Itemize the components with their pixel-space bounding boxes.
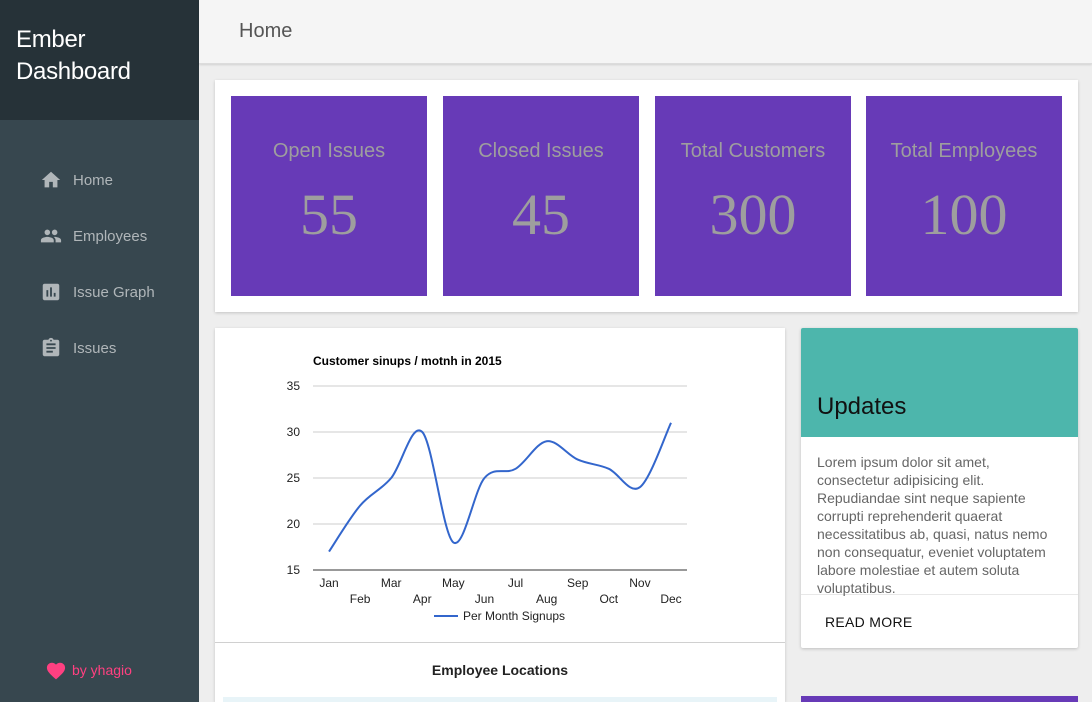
x-tick-label: Mar <box>381 576 402 590</box>
chart-title: Customer sinups / motnh in 2015 <box>313 354 502 368</box>
x-tick-label: Sep <box>567 576 589 590</box>
sidebar-nav: Home Employees Issue Graph Issues <box>0 120 199 376</box>
x-tick-label: Jan <box>319 576 338 590</box>
sidebar-item-employees[interactable]: Employees <box>0 208 199 264</box>
updates-title: Updates <box>817 393 907 420</box>
sidebar-item-issues[interactable]: Issues <box>0 320 199 376</box>
chart-legend: Per Month Signups <box>434 609 565 623</box>
stat-value: 100 <box>920 182 1008 247</box>
sidebar-item-label: Home <box>73 171 114 189</box>
home-icon <box>40 169 62 191</box>
x-tick-label: Dec <box>660 592 681 606</box>
updates-header: Updates <box>801 328 1078 437</box>
y-tick-label: 20 <box>287 517 301 531</box>
clipboard-icon <box>40 337 62 359</box>
y-tick-label: 35 <box>287 379 301 393</box>
sidebar: Ember Dashboard Home Employees Issue Gra… <box>0 0 199 702</box>
stat-value: 300 <box>709 182 797 247</box>
brand: Ember Dashboard <box>0 0 199 120</box>
sidebar-item-issue-graph[interactable]: Issue Graph <box>0 264 199 320</box>
brand-line-2: Dashboard <box>16 58 131 85</box>
signups-line-chart: Customer sinups / motnh in 2015 15 20 25 30… <box>287 354 687 623</box>
sidebar-item-label: Employees <box>73 227 148 245</box>
y-tick-label: 30 <box>287 425 301 439</box>
legend-label: Per Month Signups <box>463 609 565 623</box>
stat-label: Total Customers <box>680 140 826 162</box>
stats-panel: Open Issues 55 Closed Issues 45 Total Cu… <box>215 80 1078 312</box>
heart-icon <box>46 662 66 680</box>
employee-locations-title: Employee Locations <box>431 662 569 678</box>
stat-card-open-issues: Open Issues 55 <box>231 96 427 296</box>
stat-card-total-employees: Total Employees 100 <box>866 96 1062 296</box>
stat-label: Open Issues <box>272 140 386 162</box>
y-tick-label: 25 <box>287 471 301 485</box>
x-tick-label: Jul <box>508 576 523 590</box>
y-tick-label: 15 <box>287 563 301 577</box>
read-more-button[interactable]: READ MORE <box>825 614 913 630</box>
stat-value: 45 <box>512 182 570 247</box>
sidebar-item-label: Issues <box>73 339 117 357</box>
credit-text: by yhagio <box>72 662 132 678</box>
x-tick-label: Oct <box>599 592 618 606</box>
stat-value: 55 <box>300 182 358 247</box>
bar-chart-icon <box>40 281 62 303</box>
updates-card: Updates Lorem ipsum dolor sit amet, cons… <box>801 328 1078 648</box>
people-icon <box>40 225 62 247</box>
chart-panel: Customer sinups / motnh in 2015 15 20 25 30… <box>215 328 785 702</box>
stat-label: Total Employees <box>890 140 1038 162</box>
panel-divider <box>215 642 785 643</box>
x-tick-label: May <box>442 576 465 590</box>
updates-body: Lorem ipsum dolor sit amet, consectetur … <box>801 437 1078 596</box>
sidebar-item-home[interactable]: Home <box>0 152 199 208</box>
stat-label: Closed Issues <box>478 140 604 162</box>
brand-line-1: Ember <box>16 26 86 53</box>
page-title: Home <box>239 20 293 42</box>
top-bar: Home <box>199 0 1092 64</box>
x-tick-label: Apr <box>413 592 432 606</box>
sidebar-item-label: Issue Graph <box>73 283 155 301</box>
x-tick-label: Feb <box>350 592 371 606</box>
x-tick-label: Jun <box>475 592 494 606</box>
credit-link[interactable]: by yhagio <box>45 660 132 680</box>
employee-locations-map[interactable] <box>223 697 777 702</box>
stat-card-total-customers: Total Customers 300 <box>655 96 851 296</box>
series-line-per-month-signups <box>328 422 672 553</box>
stat-card-closed-issues: Closed Issues 45 <box>443 96 639 296</box>
purple-card-top <box>801 696 1078 702</box>
x-tick-label: Aug <box>536 592 557 606</box>
x-tick-label: Nov <box>629 576 650 590</box>
